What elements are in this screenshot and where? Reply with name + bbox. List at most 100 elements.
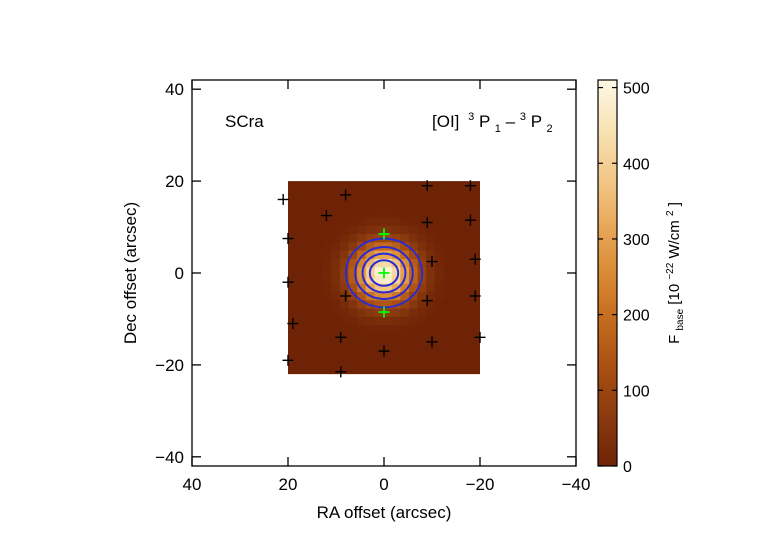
map-pixel [469, 349, 479, 359]
map-pixel [374, 216, 384, 226]
map-pixel [434, 324, 445, 334]
map-pixel [357, 316, 367, 326]
map-pixel [452, 357, 462, 367]
map-pixel [400, 324, 410, 334]
map-pixel [305, 307, 315, 317]
map-pixel [348, 266, 358, 276]
map-pixel [443, 181, 453, 185]
map-pixel [460, 299, 471, 309]
map-pixel [296, 365, 306, 375]
map-pixel [391, 250, 401, 259]
map-pixel [357, 183, 367, 193]
map-pixel [374, 316, 384, 326]
map-pixel [478, 324, 480, 334]
map-pixel [383, 200, 393, 210]
map-pixel [443, 208, 453, 218]
map-pixel [322, 200, 332, 210]
map-pixel [365, 225, 375, 235]
map-pixel [296, 283, 306, 292]
map-pixel [322, 349, 332, 359]
map-pixel [331, 241, 341, 251]
map-pixel [322, 341, 332, 350]
map-pixel [365, 349, 375, 359]
map-pixel [417, 241, 427, 251]
map-pixel [348, 357, 358, 367]
map-pixel [426, 225, 436, 235]
map-pixel [374, 266, 384, 276]
map-pixel [296, 299, 306, 309]
map-pixel [478, 349, 480, 359]
map-pixel [322, 307, 332, 317]
map-pixel [460, 181, 471, 185]
x-tick-label: −20 [466, 475, 495, 494]
map-pixel [452, 192, 462, 201]
map-pixel [339, 216, 350, 226]
map-pixel [400, 332, 410, 342]
map-pixel [400, 181, 410, 185]
map-pixel [460, 274, 471, 284]
colorbar-label-unit-post: ] [666, 202, 683, 206]
spaxel-marker [469, 290, 481, 302]
map-pixel [383, 357, 393, 367]
map-pixel [357, 349, 367, 359]
map-pixel [365, 208, 375, 218]
map-pixel [348, 200, 358, 210]
spaxel-marker [320, 210, 332, 222]
map-pixel [374, 200, 384, 210]
spaxel-marker [464, 214, 476, 226]
map-pixel [331, 266, 341, 276]
map-pixel [305, 233, 315, 243]
map-pixel [313, 299, 324, 309]
map-pixel [305, 341, 315, 350]
map-pixel [339, 258, 350, 268]
map-pixel [400, 216, 410, 226]
map-pixel [400, 233, 410, 243]
map-pixel [469, 274, 479, 284]
map-pixel [322, 233, 332, 243]
map-pixel [426, 266, 436, 276]
map-pixel [417, 357, 427, 367]
map-pixel [426, 183, 436, 193]
map-pixel [408, 349, 419, 359]
map-pixel [296, 274, 306, 284]
map-pixel [391, 266, 401, 276]
map-pixel [417, 225, 427, 235]
map-pixel [339, 200, 350, 210]
map-pixel [460, 283, 471, 292]
map-pixel [348, 299, 358, 309]
map-pixel [357, 181, 367, 185]
map-pixel [400, 241, 410, 251]
map-pixel [322, 324, 332, 334]
map-pixel [408, 258, 419, 268]
map-pixel [305, 316, 315, 326]
map-pixel [313, 316, 324, 326]
map-pixel [469, 183, 479, 193]
map-pixel [348, 250, 358, 259]
map-pixel [365, 241, 375, 251]
map-pixel [288, 274, 298, 284]
map-pixel [452, 299, 462, 309]
map-pixel [331, 365, 341, 375]
map-pixel [374, 365, 384, 375]
spaxel-marker [335, 366, 347, 378]
map-pixel [296, 291, 306, 301]
map-pixel [417, 299, 427, 309]
line-upper-sup: 3 [468, 111, 474, 123]
map-pixel [348, 216, 358, 226]
map-pixel [434, 250, 445, 259]
map-pixel [460, 200, 471, 210]
colorbar-tick-label: 0 [623, 459, 632, 476]
map-pixel [434, 307, 445, 317]
map-pixel [305, 192, 315, 201]
map-pixel [434, 233, 445, 243]
map-pixel [305, 291, 315, 301]
map-pixel [460, 365, 471, 375]
map-pixel [469, 324, 479, 334]
map-pixel [383, 192, 393, 201]
contour-200 [354, 246, 414, 300]
central-spaxel-marker [378, 228, 390, 240]
map-pixel [339, 250, 350, 259]
colorbar-label-unit-mid: W/cm [666, 220, 683, 258]
map-pixel [339, 357, 350, 367]
map-pixel [322, 332, 332, 342]
